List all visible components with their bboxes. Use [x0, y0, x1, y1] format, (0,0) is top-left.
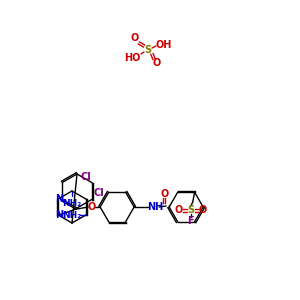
Text: O: O: [199, 205, 207, 215]
Text: Cl: Cl: [80, 172, 91, 182]
Text: O: O: [175, 205, 183, 215]
Text: O: O: [153, 58, 161, 68]
Text: O: O: [87, 202, 95, 212]
Text: NH: NH: [147, 202, 163, 212]
Text: NH₂: NH₂: [62, 200, 82, 208]
Text: Cl: Cl: [93, 188, 104, 199]
Text: S: S: [187, 205, 194, 215]
Text: O: O: [131, 33, 139, 43]
Text: S: S: [144, 45, 152, 55]
Text: N: N: [55, 194, 63, 204]
Text: OH: OH: [156, 40, 172, 50]
Text: HO: HO: [124, 53, 140, 63]
Text: F: F: [187, 216, 194, 226]
Text: O: O: [160, 189, 168, 199]
Text: N: N: [55, 210, 63, 220]
Text: NH₂: NH₂: [62, 211, 82, 220]
